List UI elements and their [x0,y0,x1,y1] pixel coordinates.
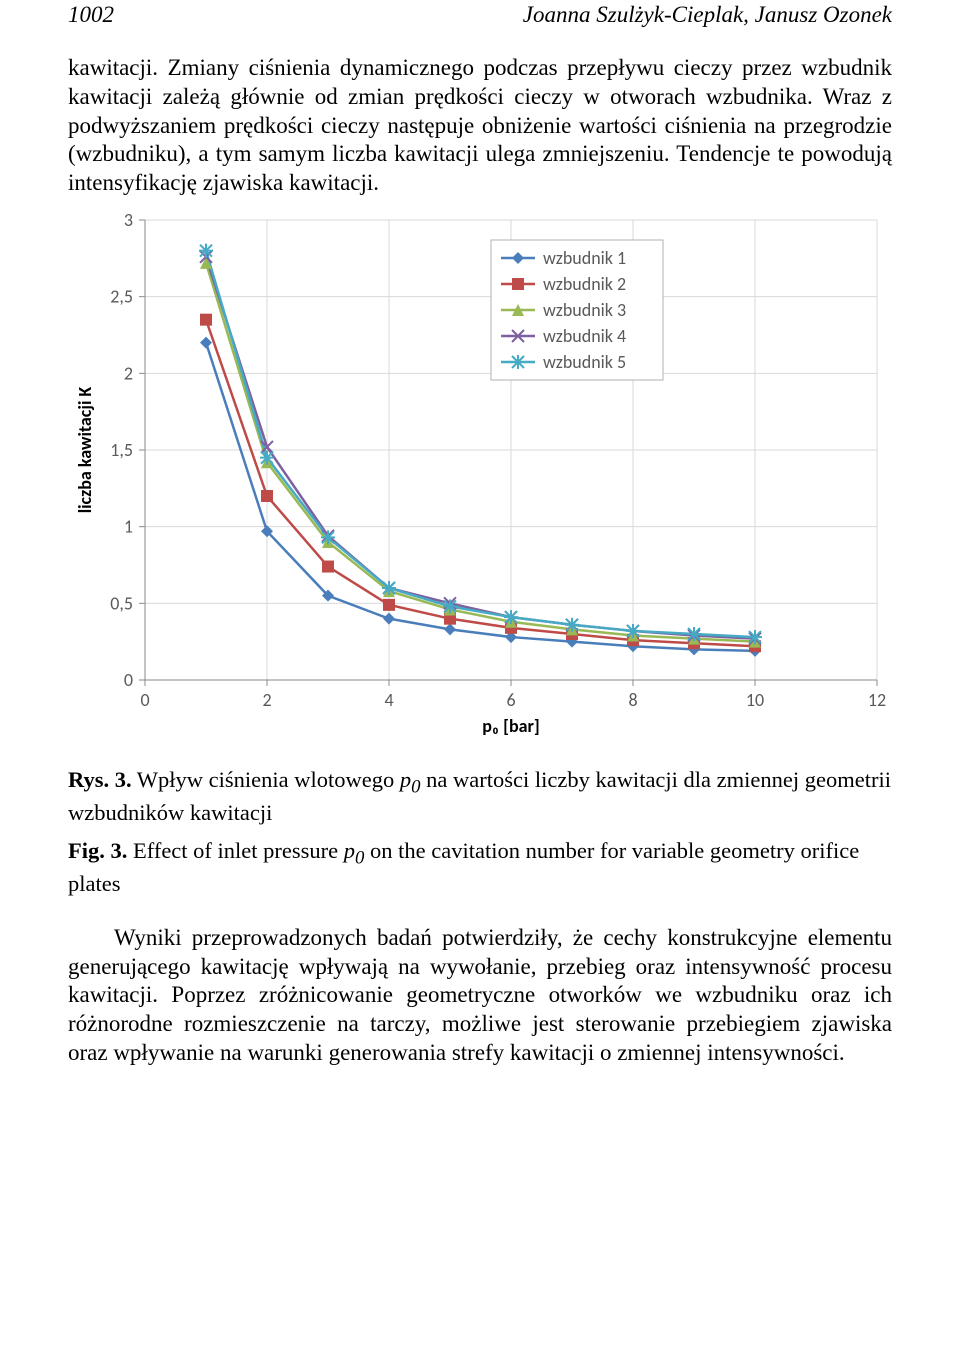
svg-text:12: 12 [868,689,886,711]
svg-text:4: 4 [384,689,393,711]
svg-text:0,5: 0,5 [110,592,133,614]
svg-text:2: 2 [124,362,133,384]
chart-figure-3: 0 2 4 6 8 10 12 0 0,5 1 1,5 2 2,5 3 p₀ [bar] liczba kaw… [71,210,889,750]
svg-text:wzbudnik 4: wzbudnik 4 [543,325,626,347]
svg-text:wzbudnik 2: wzbudnik 2 [543,273,626,295]
paragraph-1: kawitacji. Zmiany ciśnienia dynamicznego… [68,54,892,198]
caption-fig-3: Fig. 3. Effect of inlet pressure p0 on t… [68,837,892,898]
paragraph-2: Wyniki przeprowadzonych badań potwierdzi… [68,924,892,1068]
svg-text:3: 3 [124,210,133,231]
caption-fig-var: p [344,838,355,863]
svg-text:liczba kawitacji K: liczba kawitacji K [74,386,96,513]
caption-rys-sub: 0 [411,776,420,797]
caption-fig-label: Fig. 3. [68,838,127,863]
svg-text:1,5: 1,5 [110,439,133,461]
caption-fig-text-before: Effect of inlet pressure [127,838,343,863]
svg-text:1: 1 [124,515,133,537]
header-authors: Joanna Szulżyk-Cieplak, Janusz Ozonek [523,2,892,28]
caption-rys-label: Rys. 3. [68,767,132,792]
chart-svg: 0 2 4 6 8 10 12 0 0,5 1 1,5 2 2,5 3 p₀ [bar] liczba kaw… [71,210,889,750]
page-header: 1002 Joanna Szulżyk-Cieplak, Janusz Ozon… [68,0,892,54]
svg-text:0: 0 [140,689,149,711]
svg-text:wzbudnik 1: wzbudnik 1 [543,247,626,269]
page-number: 1002 [68,2,114,28]
svg-text:2: 2 [262,689,271,711]
svg-text:6: 6 [506,689,515,711]
caption-rys-var: p [400,767,411,792]
svg-text:0: 0 [124,669,133,691]
svg-text:wzbudnik 5: wzbudnik 5 [543,351,626,373]
caption-rys-3: Rys. 3. Wpływ ciśnienia wlotowego p0 na … [68,766,892,827]
svg-text:p₀ [bar]: p₀ [bar] [482,715,540,737]
svg-text:10: 10 [746,689,764,711]
svg-text:wzbudnik 3: wzbudnik 3 [543,299,626,321]
svg-text:8: 8 [628,689,637,711]
caption-rys-text-before: Wpływ ciśnienia wlotowego [132,767,400,792]
svg-text:2,5: 2,5 [110,285,133,307]
caption-fig-sub: 0 [355,847,364,868]
